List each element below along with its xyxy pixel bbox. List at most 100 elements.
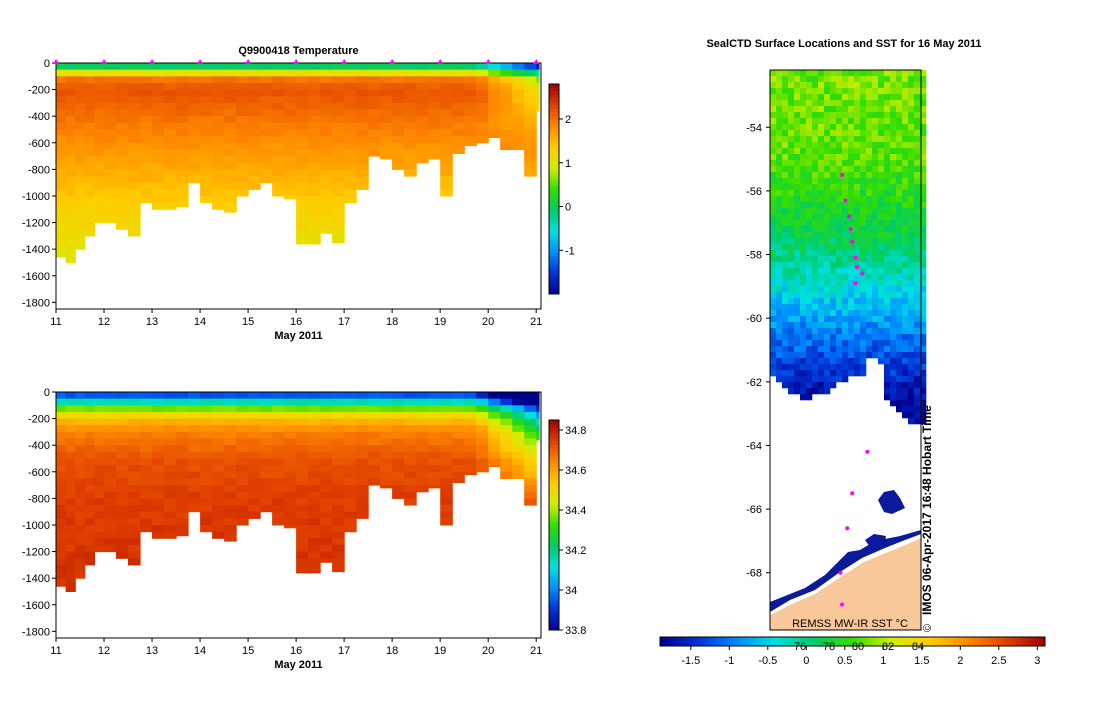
sst-cell: [824, 178, 831, 185]
section-cell: [332, 564, 345, 573]
sst-cell: [872, 256, 879, 263]
section-cell: [164, 102, 177, 111]
sst-cell: [782, 118, 789, 125]
sst-cell: [836, 364, 843, 371]
sst-cell: [914, 286, 921, 293]
sst-cell: [836, 166, 843, 173]
sst-cell: [794, 268, 801, 275]
sst-cell: [890, 232, 897, 239]
sst-cell: [800, 250, 807, 257]
section-cell: [368, 392, 381, 400]
section-cell: [404, 129, 417, 137]
section-cell: [140, 116, 153, 124]
sst-cell: [812, 256, 819, 263]
section-cell: [260, 162, 273, 170]
sst-cell: [914, 178, 921, 185]
section-cell: [94, 136, 105, 144]
section-cell: [152, 478, 165, 486]
section-cell: [284, 182, 297, 190]
sst-cell: [896, 178, 903, 185]
section-cell: [344, 491, 357, 499]
sst-cell: [776, 214, 783, 221]
section-cell: [200, 398, 213, 406]
section-cell: [128, 518, 141, 526]
section-cell: [200, 156, 213, 164]
sst-cell: [782, 70, 789, 77]
section-cell: [356, 69, 369, 77]
section-cell: [332, 182, 345, 190]
sst-colorbar-tick-label: 3: [1034, 655, 1040, 667]
section-cell: [94, 538, 105, 546]
sst-cell: [776, 196, 783, 203]
section-cell: [416, 96, 429, 104]
sst-cell: [896, 148, 903, 155]
sst-cell: [794, 328, 801, 335]
section-cell: [344, 405, 357, 413]
section-cell: [104, 109, 117, 117]
sst-cell: [818, 328, 825, 335]
section-cell: [176, 405, 189, 413]
x-tick-label: 21: [530, 645, 542, 657]
sst-cell: [794, 220, 801, 227]
sst-cell: [848, 316, 855, 323]
section-cell: [416, 102, 429, 111]
section-cell: [524, 169, 537, 177]
sst-cell: [920, 412, 927, 419]
section-cell: [56, 398, 67, 406]
sst-cell: [848, 250, 855, 257]
section-cell: [248, 498, 261, 506]
section-cell: [356, 398, 369, 406]
section-cell: [488, 398, 501, 406]
sst-cell: [842, 334, 849, 341]
colorbar-segment: [549, 469, 559, 473]
section-cell: [164, 471, 177, 479]
section-cell: [392, 82, 405, 91]
section-cell: [392, 109, 405, 117]
section-cell: [164, 505, 177, 513]
section-cell: [284, 405, 297, 413]
section-cell: [344, 156, 357, 164]
section-cell: [116, 136, 129, 144]
section-cell: [344, 76, 357, 84]
section-cell: [176, 182, 189, 190]
colorbar-segment: [549, 444, 559, 449]
section-cell: [176, 438, 189, 446]
section-cell: [320, 498, 333, 506]
sst-cell: [812, 82, 819, 89]
section-cell: [212, 189, 225, 197]
sst-cell: [872, 118, 879, 125]
sst-cell: [878, 202, 885, 209]
section-cell: [404, 69, 417, 77]
section-cell: [428, 149, 441, 157]
sst-cell: [836, 328, 843, 335]
colorbar-segment: [549, 532, 559, 536]
sst-colorbar-segment: [886, 637, 892, 646]
sst-cell: [920, 358, 927, 365]
sst-cell: [896, 286, 903, 293]
section-cell: [320, 222, 333, 230]
section-cell: [164, 169, 177, 177]
section-cell: [140, 398, 153, 406]
sst-cell: [914, 184, 921, 191]
sst-cell: [866, 112, 873, 119]
sst-cell: [884, 136, 891, 143]
sst-cell: [836, 136, 843, 143]
section-cell: [260, 425, 273, 433]
section-cell: [296, 89, 309, 97]
profile-marker: [437, 59, 444, 64]
sst-cell: [890, 160, 897, 167]
section-cell: [84, 465, 95, 473]
section-cell: [224, 189, 237, 197]
sst-cell: [812, 166, 819, 173]
sst-cell: [914, 124, 921, 131]
sst-cell: [860, 370, 867, 377]
sst-cell: [788, 82, 795, 89]
section-cell: [308, 209, 321, 217]
sst-cell: [884, 100, 891, 107]
section-cell: [464, 136, 477, 144]
section-cell: [380, 129, 393, 137]
section-cell: [392, 438, 405, 446]
section-cell: [176, 445, 189, 453]
y-tick-label: -600: [28, 138, 50, 150]
sst-cell: [854, 136, 861, 143]
